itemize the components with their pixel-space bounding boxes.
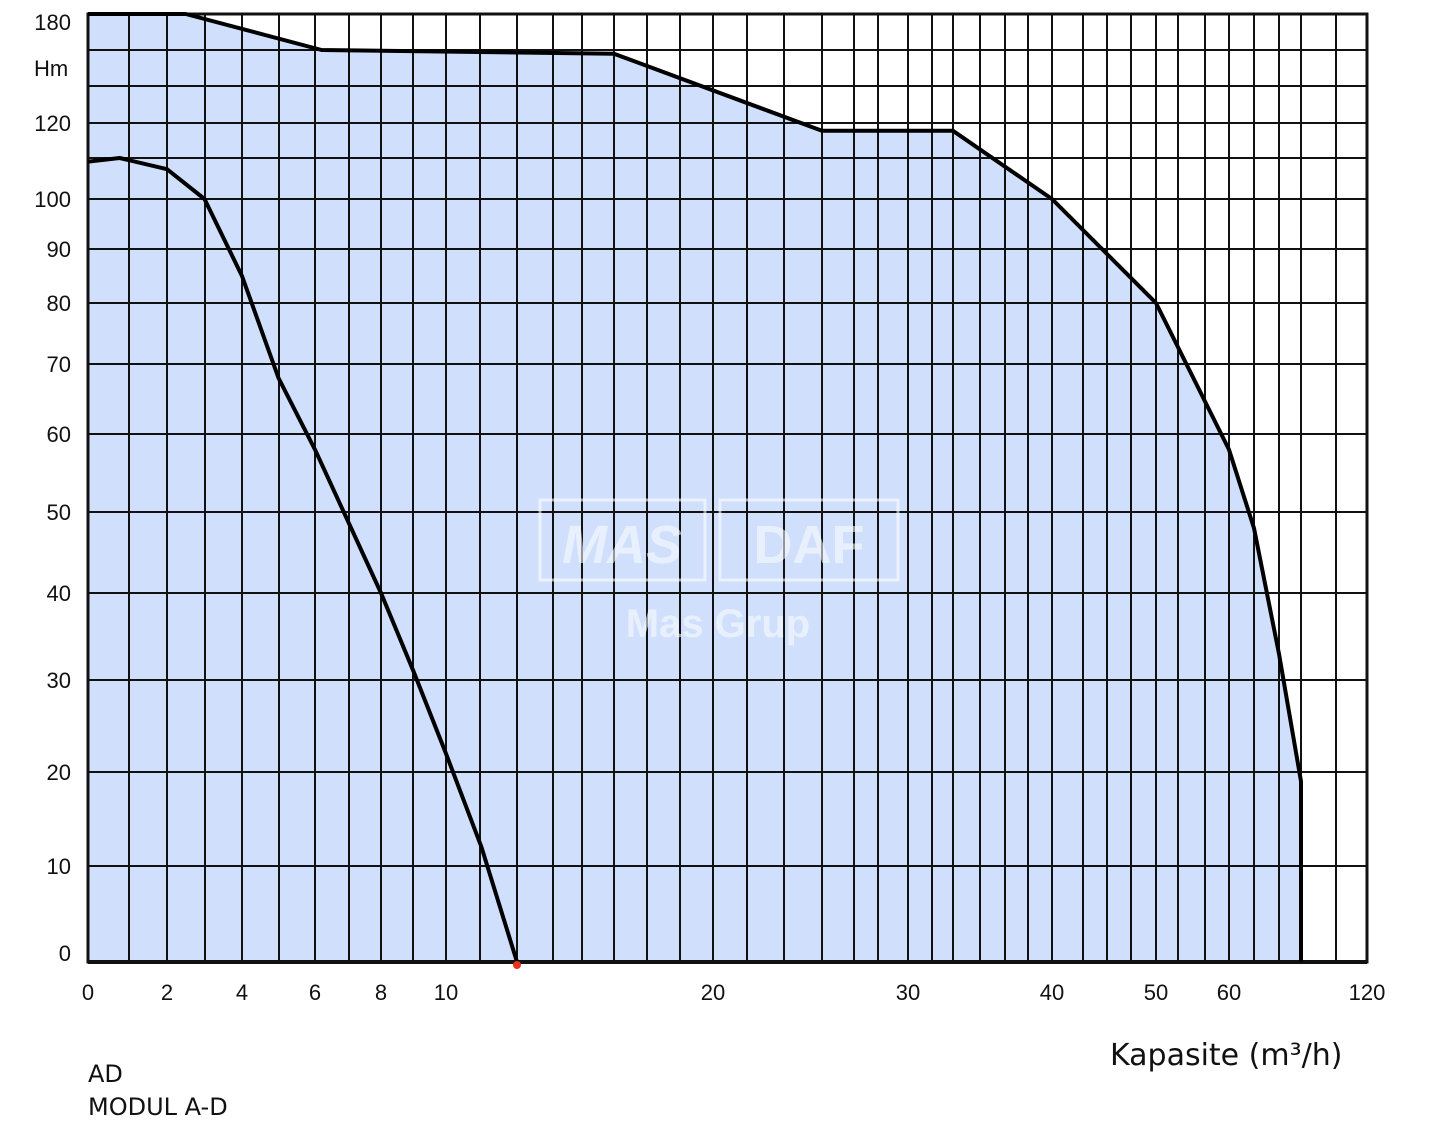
y-tick-label: 100 xyxy=(34,187,71,212)
y-tick-label: 120 xyxy=(34,111,71,136)
x-tick-label: 6 xyxy=(309,980,321,1005)
y-tick-label: 10 xyxy=(47,854,71,879)
y-tick-label: 70 xyxy=(47,352,71,377)
x-axis-label: Kapasite (m³/h) xyxy=(1110,1038,1343,1073)
x-tick-label: 2 xyxy=(161,980,173,1005)
watermark: MAS DAF Mas Grup xyxy=(538,498,900,646)
watermark-text: Mas Grup xyxy=(626,602,810,646)
inner-curve xyxy=(87,156,519,963)
y-tick-label: 90 xyxy=(47,237,71,262)
x-tick-label: 60 xyxy=(1217,980,1241,1005)
x-tick-label: 120 xyxy=(1349,980,1386,1005)
watermark-logo-left: MAS xyxy=(562,515,682,575)
y-tick-label: 60 xyxy=(47,422,71,447)
outer-envelope-curve xyxy=(88,12,1303,962)
x-tick-label: 8 xyxy=(375,980,387,1005)
watermark-logo-right: DAF xyxy=(754,515,865,575)
y-tick-label: 0 xyxy=(59,941,71,966)
x-tick-label: 50 xyxy=(1144,980,1168,1005)
curve-end-marker xyxy=(513,961,521,969)
model-line-1: AD xyxy=(88,1060,123,1088)
area-fill xyxy=(88,14,1301,962)
watermark-logo-right-box xyxy=(718,498,900,582)
x-tick-label: 40 xyxy=(1040,980,1064,1005)
x-tick-label: 30 xyxy=(896,980,920,1005)
y-tick-label: 180 xyxy=(34,10,71,35)
y-tick-label: 30 xyxy=(47,668,71,693)
curves xyxy=(87,12,1303,969)
x-tick-label: 0 xyxy=(82,980,94,1005)
watermark-logo-left-box xyxy=(538,498,707,582)
y-axis-label: Hm xyxy=(34,56,68,81)
y-tick-label: 80 xyxy=(47,291,71,316)
y-tick-label: 50 xyxy=(47,500,71,525)
y-tick-label: 40 xyxy=(47,581,71,606)
x-tick-label: 10 xyxy=(434,980,458,1005)
x-axis-ticks: 0 2 4 6 8 10 20 30 40 50 60 120 xyxy=(82,980,1385,1005)
y-tick-label: 20 xyxy=(47,760,71,785)
capacity-area-fill xyxy=(88,14,1301,962)
grid xyxy=(86,12,1369,964)
model-line-2: MODUL A-D xyxy=(88,1093,228,1121)
y-axis-ticks: 0 10 20 30 40 50 60 70 80 90 100 120 180 xyxy=(34,10,71,966)
x-tick-label: 20 xyxy=(701,980,725,1005)
x-tick-label: 4 xyxy=(236,980,248,1005)
